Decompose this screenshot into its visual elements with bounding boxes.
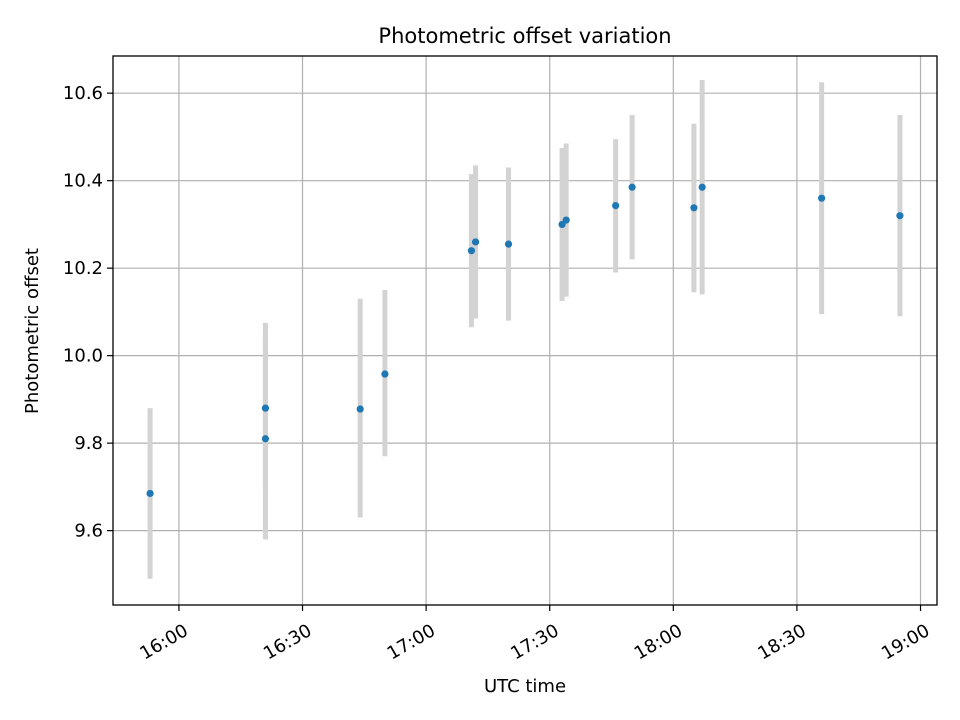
y-tick-label: 10.4: [63, 171, 103, 192]
y-tick-label: 9.6: [74, 521, 103, 542]
data-point: [896, 212, 904, 220]
data-point: [471, 238, 480, 246]
data-point: [562, 216, 570, 224]
plot-area: 16:00 16:30 17:00 17:30 18:00 18:30 19:009.69.…: [63, 55, 938, 664]
y-tick-label: 10.2: [63, 258, 103, 279]
y-tick-label: 9.8: [74, 433, 103, 454]
data-point: [381, 370, 389, 378]
x-axis-label: UTC time: [484, 676, 566, 697]
chart-title: Photometric offset variation: [378, 24, 671, 48]
y-tick-label: 10.0: [63, 346, 103, 367]
data-point: [690, 204, 698, 212]
y-axis-label: Photometric offset: [22, 248, 43, 414]
data-point: [146, 489, 154, 498]
data-point: [612, 202, 620, 210]
data-point: [261, 435, 270, 443]
data-point: [698, 183, 706, 191]
data-point: [504, 240, 513, 248]
y-tick-label: 10.6: [63, 83, 103, 104]
data-point: [261, 404, 270, 412]
data-point: [628, 183, 636, 191]
data-point: [818, 194, 826, 202]
data-point: [356, 405, 364, 413]
axes-frame: [112, 55, 938, 606]
data-point: [467, 247, 476, 255]
